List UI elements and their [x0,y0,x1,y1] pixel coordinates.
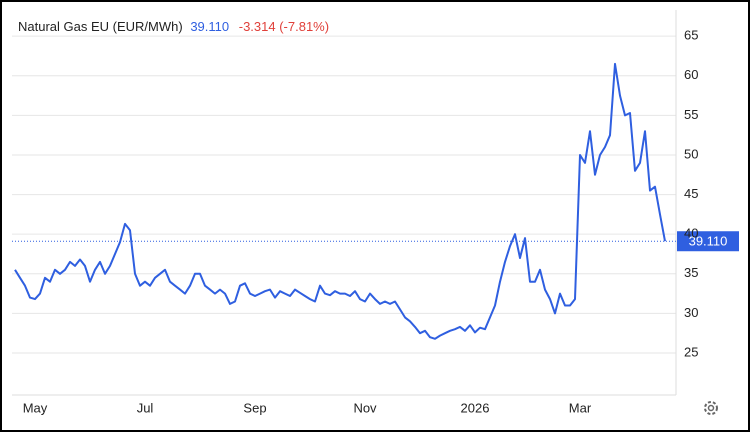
y-tick-label: 45 [684,186,698,201]
last-value: 39.110 [190,19,229,34]
x-tick-label: Jul [137,400,154,415]
x-tick-label: Nov [353,400,377,415]
y-tick-label: 50 [684,146,698,161]
y-tick-label: 55 [684,107,698,122]
y-tick-label: 25 [684,344,698,359]
chart-title: Natural Gas EU (EUR/MWh) 39.110 -3.314 (… [18,19,329,34]
y-tick-label: 40 [684,226,698,241]
settings-icon[interactable] [704,401,718,415]
y-tick-label: 60 [684,67,698,82]
x-tick-label: Sep [243,400,266,415]
last-price-box [677,231,739,252]
x-tick-label: Mar [569,400,592,415]
y-tick-label: 30 [684,305,698,320]
x-tick-label: 2026 [461,400,490,415]
price-line [14,62,666,340]
title-text: Natural Gas EU (EUR/MWh) [18,19,183,34]
marks: 39.110 [12,62,739,340]
change: -3.314 (-7.81%) [239,19,329,34]
y-tick-label: 35 [684,265,698,280]
y-tick-label: 65 [684,28,698,43]
x-tick-label: May [23,400,48,415]
last-price-label: 39.110 [689,234,728,249]
